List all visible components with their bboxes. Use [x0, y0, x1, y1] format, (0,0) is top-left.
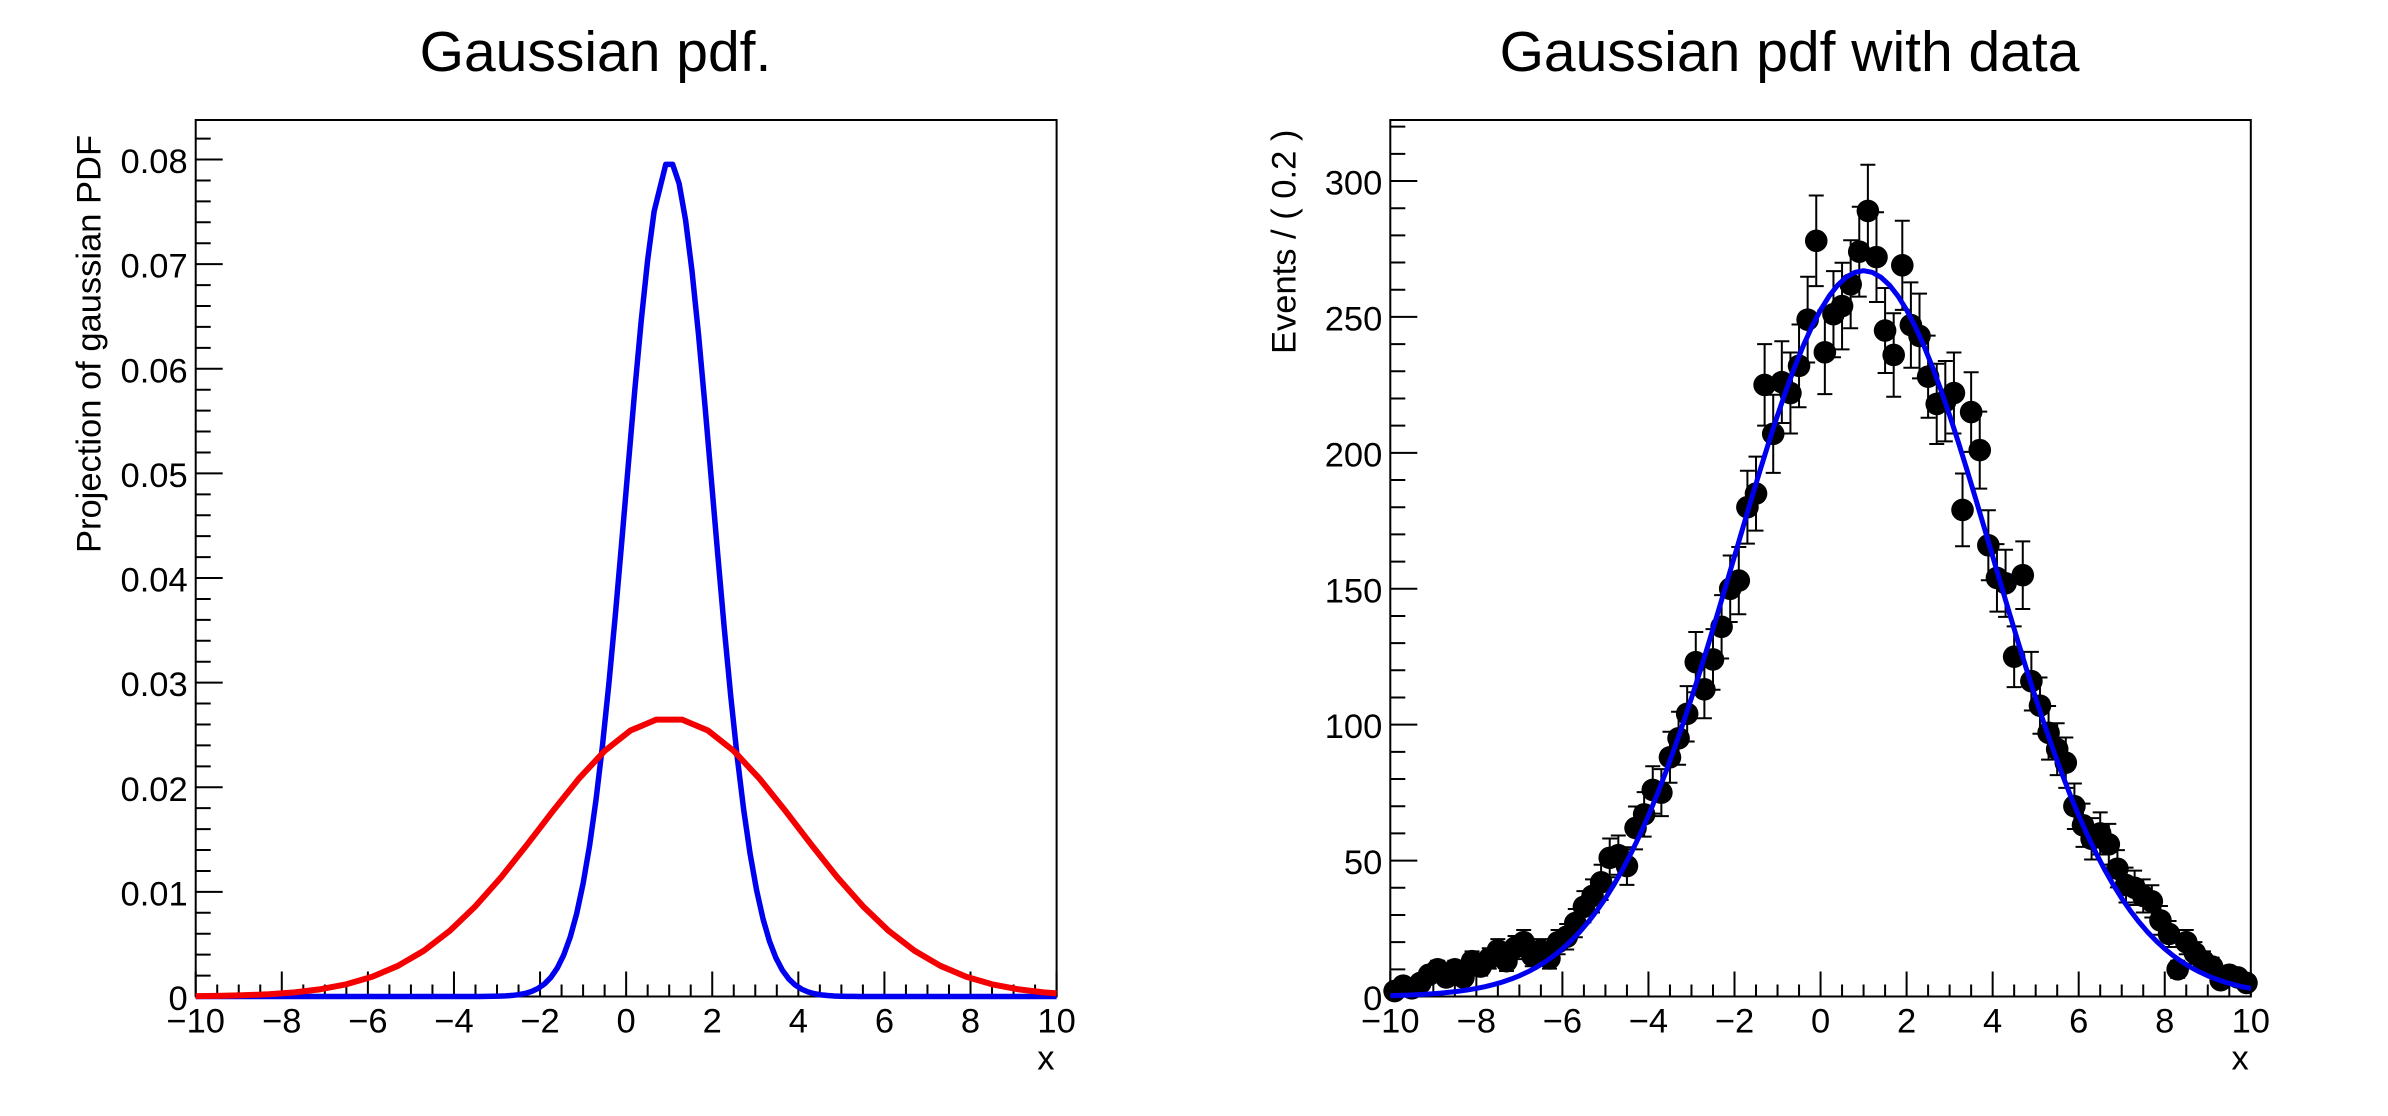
svg-text:2: 2: [1897, 1003, 1916, 1041]
svg-text:−4: −4: [434, 1003, 473, 1041]
svg-text:8: 8: [2155, 1003, 2174, 1041]
svg-text:0.03: 0.03: [121, 666, 188, 704]
svg-text:150: 150: [1325, 572, 1383, 610]
svg-text:0: 0: [1363, 980, 1382, 1018]
svg-text:x: x: [1037, 1040, 1054, 1078]
svg-text:−10: −10: [166, 1003, 225, 1041]
svg-text:6: 6: [2069, 1003, 2088, 1041]
svg-text:200: 200: [1325, 436, 1383, 474]
svg-text:Gaussian pdf.: Gaussian pdf.: [420, 20, 772, 84]
svg-text:0.07: 0.07: [121, 248, 188, 286]
svg-text:x: x: [2231, 1040, 2248, 1078]
svg-text:300: 300: [1325, 165, 1383, 203]
svg-text:−6: −6: [1543, 1003, 1582, 1041]
svg-text:6: 6: [875, 1003, 894, 1041]
svg-text:0: 0: [1811, 1003, 1830, 1041]
svg-text:0: 0: [169, 980, 188, 1018]
svg-text:−6: −6: [348, 1003, 387, 1041]
svg-text:4: 4: [1983, 1003, 2002, 1041]
svg-text:Projection of gaussian PDF: Projection of gaussian PDF: [71, 135, 109, 553]
svg-text:100: 100: [1325, 708, 1383, 746]
svg-text:10: 10: [2232, 1003, 2270, 1041]
svg-text:0.02: 0.02: [121, 771, 188, 809]
svg-text:−2: −2: [1715, 1003, 1754, 1041]
svg-text:2: 2: [703, 1003, 722, 1041]
svg-text:−10: −10: [1361, 1003, 1420, 1041]
svg-text:−2: −2: [520, 1003, 559, 1041]
svg-text:8: 8: [961, 1003, 980, 1041]
svg-text:0.08: 0.08: [121, 143, 188, 181]
svg-text:50: 50: [1344, 844, 1382, 882]
svg-text:Events / ( 0.2 ): Events / ( 0.2 ): [1266, 130, 1304, 354]
svg-text:0: 0: [617, 1003, 636, 1041]
svg-text:−4: −4: [1629, 1003, 1668, 1041]
svg-text:0.01: 0.01: [121, 875, 188, 913]
svg-text:10: 10: [1037, 1003, 1075, 1041]
svg-text:250: 250: [1325, 300, 1383, 338]
svg-text:0.04: 0.04: [121, 562, 188, 600]
svg-text:−8: −8: [1457, 1003, 1496, 1041]
svg-text:−8: −8: [262, 1003, 301, 1041]
svg-text:4: 4: [789, 1003, 808, 1041]
svg-text:Gaussian pdf with data: Gaussian pdf with data: [1500, 20, 2080, 84]
svg-text:0.06: 0.06: [121, 352, 188, 390]
svg-text:0.05: 0.05: [121, 457, 188, 495]
